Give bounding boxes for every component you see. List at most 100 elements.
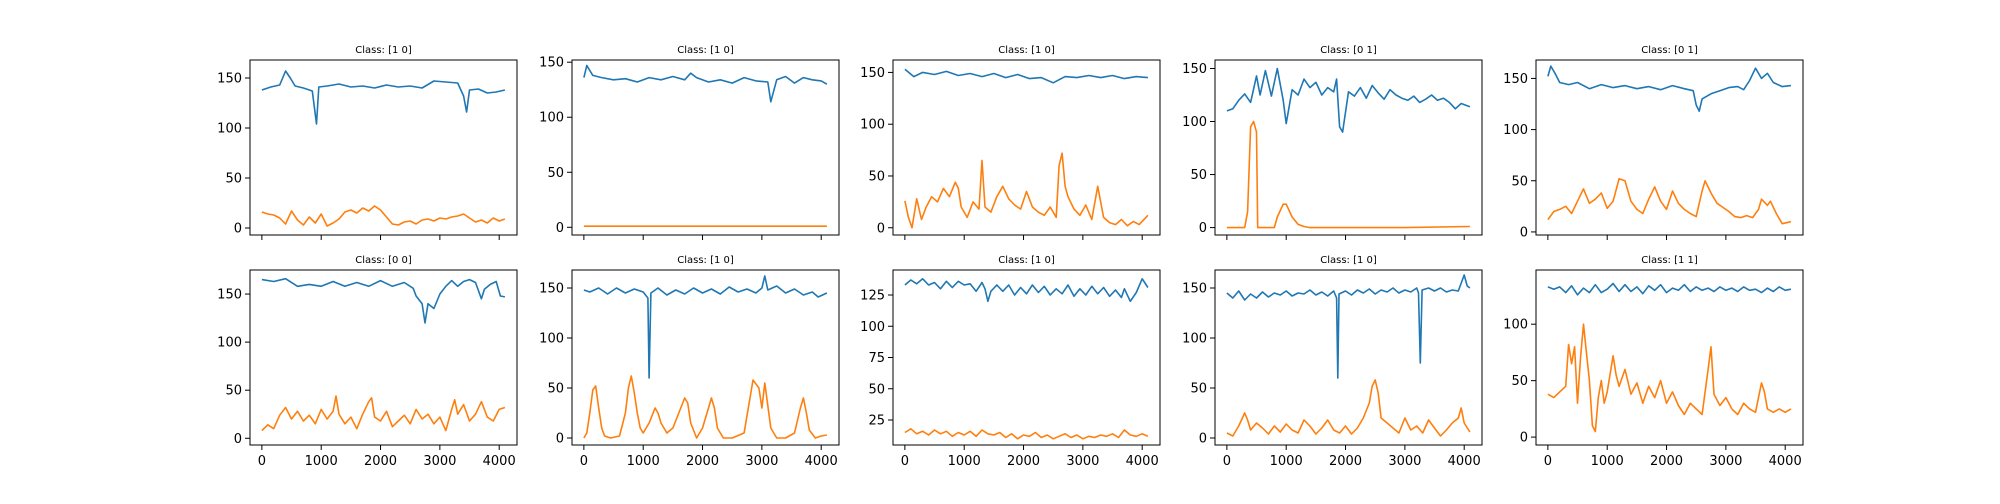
x-tick-label: 0 <box>258 454 266 469</box>
y-tick-label: 100 <box>1503 318 1528 333</box>
x-tick-label: 3000 <box>1709 454 1742 469</box>
series-line-2 <box>261 205 506 227</box>
y-tick-label: 100 <box>217 336 242 351</box>
x-tick-label: 2000 <box>1007 454 1040 469</box>
series-line-1 <box>1547 282 1792 296</box>
y-tick-label: 150 <box>1182 282 1207 297</box>
y-tick-label: 50 <box>225 172 242 187</box>
subplot-title: Class: [0 0] <box>355 255 412 266</box>
x-tick-label: 1000 <box>948 454 981 469</box>
series-line-1 <box>1226 274 1471 379</box>
x-tick-label: 3000 <box>745 454 778 469</box>
y-tick-label: 150 <box>860 66 885 81</box>
series-line-1 <box>1547 65 1791 112</box>
y-tick-label: 50 <box>868 169 885 184</box>
y-tick-label: 50 <box>547 166 564 181</box>
x-tick-label: 1000 <box>1270 454 1303 469</box>
series-line-1 <box>1226 67 1471 133</box>
axes-frame <box>1214 59 1483 236</box>
y-tick-label: 150 <box>1182 62 1207 77</box>
series-line-1 <box>261 277 506 324</box>
y-tick-label: 100 <box>217 122 242 137</box>
y-tick-label: 150 <box>539 56 564 71</box>
y-tick-label: 0 <box>556 221 564 236</box>
y-tick-label: 0 <box>1199 221 1207 236</box>
y-tick-label: 75 <box>868 351 885 366</box>
y-tick-label: 100 <box>539 111 564 126</box>
subplot-title: Class: [1 0] <box>998 45 1055 56</box>
y-tick-label: 100 <box>1503 123 1528 138</box>
x-tick-label: 3000 <box>1066 454 1099 469</box>
series-line-2 <box>583 375 828 439</box>
y-tick-label: 150 <box>217 288 242 303</box>
subplot-title: Class: [1 0] <box>677 255 734 266</box>
axes-frame <box>1535 269 1804 446</box>
y-tick-label: 50 <box>1190 168 1207 183</box>
axes-frame <box>1214 269 1483 446</box>
x-tick-label: 0 <box>1223 454 1231 469</box>
y-tick-label: 100 <box>860 320 885 335</box>
subplot-6: Class: [0 0] 0 50 100 150 0 1000 2000 3000 4000 <box>217 255 518 469</box>
y-tick-label: 100 <box>1182 332 1207 347</box>
y-tick-label: 0 <box>1199 432 1207 447</box>
y-tick-label: 50 <box>547 382 564 397</box>
y-tick-label: 0 <box>1520 431 1528 446</box>
series-line-2 <box>1226 120 1470 229</box>
x-tick-label: 4000 <box>483 454 516 469</box>
series-line-1 <box>261 70 506 125</box>
x-tick-label: 0 <box>901 454 909 469</box>
y-tick-label: 50 <box>1511 374 1528 389</box>
axes-frame <box>571 59 840 236</box>
series-line-1 <box>583 64 828 103</box>
y-tick-label: 150 <box>1503 72 1528 87</box>
y-tick-label: 0 <box>877 221 885 236</box>
y-tick-label: 150 <box>217 72 242 87</box>
subplot-8: Class: [1 0] 25 50 75 100 125 0 1000 2000 3000 400… <box>860 255 1161 469</box>
x-tick-label: 3000 <box>1388 454 1421 469</box>
axes-frame <box>249 59 518 236</box>
x-tick-label: 4000 <box>1126 454 1159 469</box>
y-tick-label: 50 <box>868 382 885 397</box>
x-tick-label: 1000 <box>627 454 660 469</box>
subplot-title: Class: [1 0] <box>677 45 734 56</box>
y-tick-label: 150 <box>539 282 564 297</box>
y-tick-label: 50 <box>225 384 242 399</box>
y-tick-label: 0 <box>234 432 242 447</box>
x-tick-label: 2000 <box>686 454 719 469</box>
y-tick-label: 100 <box>860 118 885 133</box>
series-line-1 <box>583 275 828 379</box>
subplot-4: Class: [0 1] 0 50 100 150 <box>1182 45 1483 240</box>
subplot-title: Class: [1 0] <box>1320 255 1377 266</box>
series-line-2 <box>1547 323 1792 433</box>
subplot-title: Class: [1 1] <box>1641 255 1698 266</box>
y-tick-label: 25 <box>868 414 885 429</box>
subplot-9: Class: [1 0] 0 50 100 150 0 1000 2000 3000 4000 <box>1182 255 1483 469</box>
y-tick-label: 100 <box>539 332 564 347</box>
axes-frame <box>1535 59 1804 236</box>
y-tick-label: 0 <box>234 222 242 237</box>
subplot-title: Class: [1 0] <box>998 255 1055 266</box>
x-tick-label: 0 <box>1544 454 1552 469</box>
x-tick-label: 4000 <box>1769 454 1802 469</box>
x-tick-label: 2000 <box>364 454 397 469</box>
y-tick-label: 50 <box>1190 382 1207 397</box>
x-tick-label: 4000 <box>805 454 838 469</box>
y-tick-label: 125 <box>860 289 885 304</box>
axes-frame <box>571 269 840 446</box>
x-tick-label: 4000 <box>1448 454 1481 469</box>
x-tick-label: 3000 <box>423 454 456 469</box>
subplot-7: Class: [1 0] 0 50 100 150 0 1000 2000 3000 4000 <box>539 255 840 469</box>
y-tick-label: 0 <box>556 432 564 447</box>
series-line-2 <box>1226 379 1471 437</box>
series-line-2 <box>904 152 1149 229</box>
axes-frame <box>892 59 1161 236</box>
x-tick-label: 2000 <box>1650 454 1683 469</box>
y-tick-label: 50 <box>1511 174 1528 189</box>
x-tick-label: 1000 <box>305 454 338 469</box>
subplot-2: Class: [1 0] 0 50 100 150 <box>539 45 840 240</box>
x-tick-label: 0 <box>580 454 588 469</box>
subplot-1: Class: [1 0] 0 50 100 150 <box>217 45 518 240</box>
